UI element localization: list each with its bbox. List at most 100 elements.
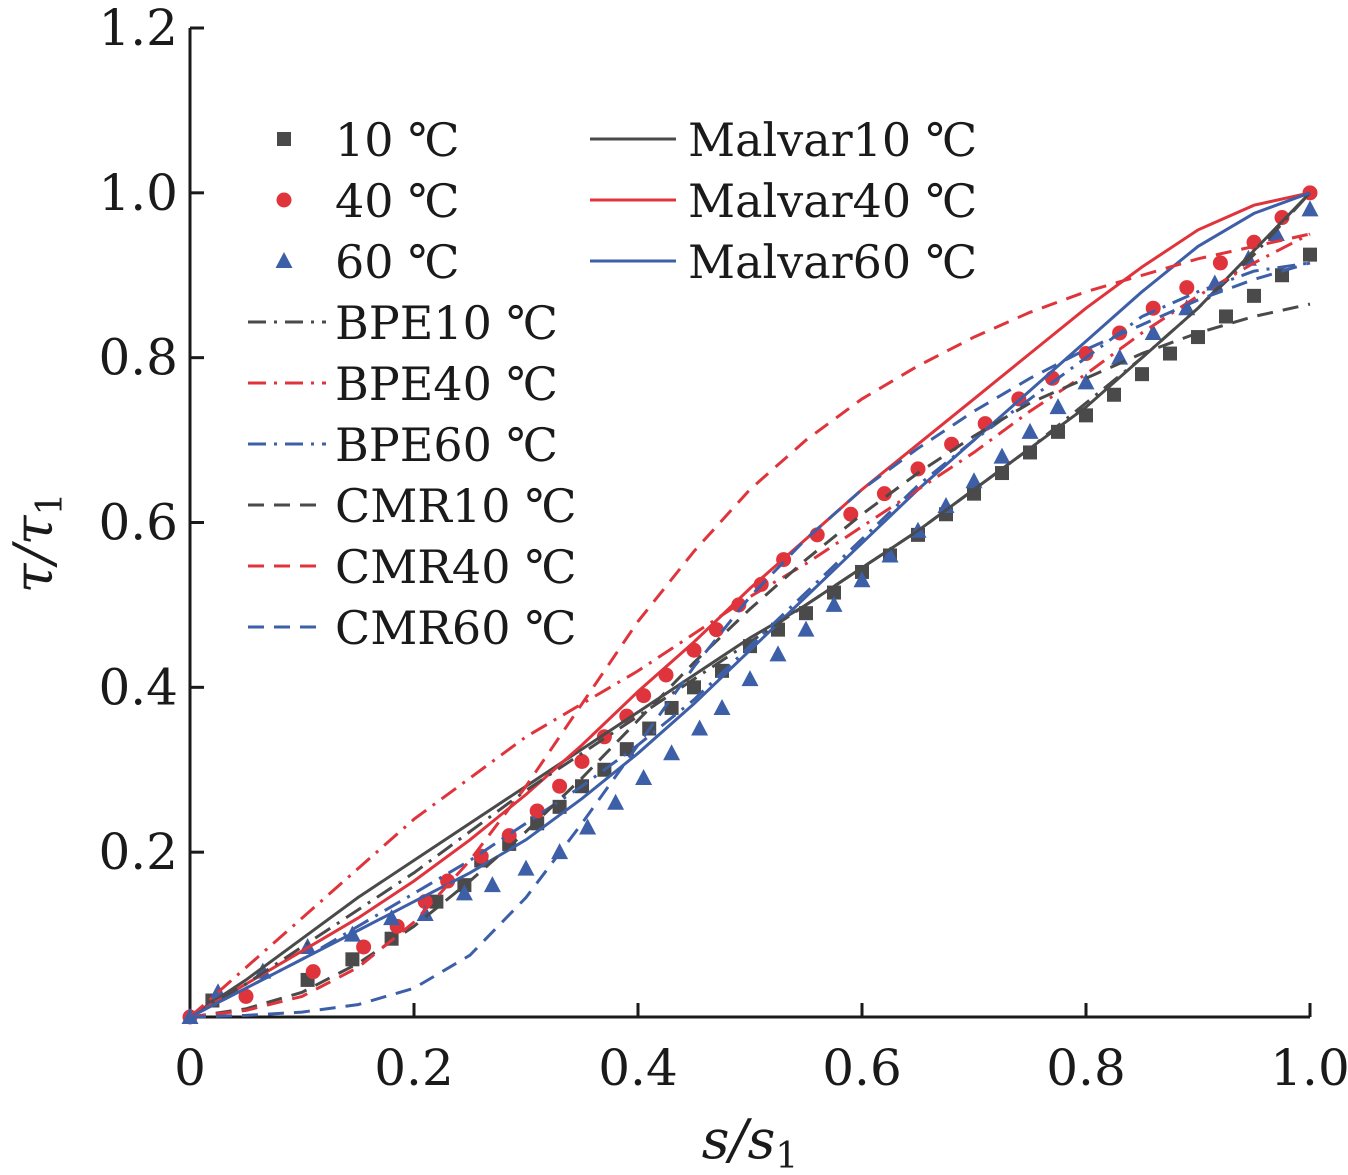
series-10-point <box>1247 288 1261 303</box>
x-tick-label: 0.4 <box>598 1039 678 1097</box>
series-40-point <box>876 486 892 502</box>
x-tick-label: 0.2 <box>374 1039 454 1097</box>
legend-entry: 40 ℃ <box>276 174 460 228</box>
y-tick-label: 0.4 <box>98 658 178 716</box>
series-40-point <box>356 939 372 955</box>
y-axis-title-main: τ/τ <box>2 514 65 593</box>
plot-area <box>181 185 1319 1025</box>
legend-entry: Malvar10 ℃ <box>590 113 977 167</box>
legend-label: Malvar60 ℃ <box>688 235 977 289</box>
legend-entry: Malvar40 ℃ <box>590 174 977 228</box>
series-10-point <box>799 606 813 621</box>
series-60-point <box>825 595 843 612</box>
series-60-point <box>881 546 899 563</box>
legend-marker <box>277 132 291 146</box>
legend-entry: Malvar60 ℃ <box>590 235 977 289</box>
series-60-point <box>741 670 759 687</box>
legend-entry: CMR10 ℃ <box>248 479 577 533</box>
series-60-point <box>713 698 731 715</box>
legend-label: CMR60 ℃ <box>335 601 577 655</box>
series-60-point <box>1267 225 1285 242</box>
series-bpe40-line <box>189 232 1311 1019</box>
series-10-point <box>429 894 444 909</box>
series-60-point <box>937 497 955 514</box>
series-cmr40-line <box>189 232 1311 1019</box>
y-tick-label: 0.6 <box>98 494 178 552</box>
series-40-point <box>843 506 859 522</box>
series-60-point <box>383 909 401 926</box>
series-40-point <box>1274 210 1290 226</box>
y-axis-title-sub: 1 <box>30 493 71 516</box>
legend-label: BPE60 ℃ <box>335 418 558 472</box>
series-60-point <box>607 793 625 810</box>
series-10-point <box>1219 309 1233 324</box>
series-60-point <box>579 818 597 835</box>
series-60-point <box>663 744 681 761</box>
x-axis-title-sub: 1 <box>775 1136 798 1175</box>
series-40-point <box>574 754 590 770</box>
legend-entry: BPE40 ℃ <box>248 357 558 411</box>
y-tick-label: 0.2 <box>98 823 178 881</box>
series-40-point <box>910 461 926 477</box>
series-10-point <box>619 742 634 757</box>
series-40-point <box>1212 255 1228 271</box>
series-10-point <box>1107 387 1121 402</box>
y-tick-label: 1.0 <box>98 164 178 222</box>
series-cmr10-line <box>189 302 1311 1019</box>
legend-label: 40 ℃ <box>335 174 460 228</box>
series-60-point <box>965 472 983 489</box>
series-bpe10-line <box>189 191 1312 1019</box>
legend-entry: 10 ℃ <box>277 113 460 167</box>
series-60-point <box>1144 323 1162 340</box>
series-10-point <box>1275 268 1289 283</box>
series-40-point <box>1078 346 1094 362</box>
x-tick-label: 0.6 <box>822 1039 902 1097</box>
series-60-point <box>455 884 473 901</box>
axes: 0 0.2 0.4 0.6 0.8 1.0 0.2 0.4 0.6 0.8 1.0 1.2 <box>98 0 1348 1097</box>
series-40-point <box>552 778 568 794</box>
series-40-point <box>305 964 321 980</box>
legend-marker <box>275 252 293 268</box>
series-40-point <box>1179 280 1195 296</box>
y-axis-title: τ/τ1 <box>2 493 71 594</box>
y-tick-label: 1.2 <box>98 0 178 57</box>
series-40-point <box>529 803 545 819</box>
series-10-point <box>1163 346 1177 361</box>
series-60-point <box>1021 422 1039 439</box>
series-bpe60-line <box>189 261 1311 1019</box>
legend-entry: CMR60 ℃ <box>248 601 577 655</box>
series-10-point <box>687 680 701 695</box>
series-60-point <box>853 571 871 588</box>
legend-label: CMR10 ℃ <box>335 479 577 533</box>
series-malvar60-line <box>189 191 1311 1019</box>
series-malvar10-line <box>189 191 1312 1019</box>
x-axis-title-main: s/s <box>702 1108 776 1171</box>
legend-label: 60 ℃ <box>335 235 460 289</box>
x-tick-label: 1.0 <box>1270 1039 1348 1097</box>
series-60-point <box>416 904 434 921</box>
legend-entry: BPE10 ℃ <box>248 296 558 350</box>
series-60-point <box>993 447 1011 464</box>
series-60-point <box>1077 373 1095 390</box>
series-60-point <box>635 768 653 785</box>
legend-marker <box>276 192 292 208</box>
x-axis-title: s/s1 <box>702 1108 799 1175</box>
series-10-point <box>1135 367 1149 382</box>
y-tick-label: 0.8 <box>98 329 178 387</box>
legend-label: Malvar10 ℃ <box>688 113 977 167</box>
legend-entry: 60 ℃ <box>275 235 460 289</box>
legend-entry: BPE60 ℃ <box>248 418 558 472</box>
legend-label: BPE10 ℃ <box>335 296 558 350</box>
x-tick-label: 0.8 <box>1046 1039 1126 1097</box>
legend-entry: CMR40 ℃ <box>248 540 577 594</box>
series-10-point <box>1191 330 1205 345</box>
series-10-point <box>1023 445 1037 460</box>
series-cmr60-line <box>189 261 1311 1019</box>
legend-label: CMR40 ℃ <box>335 540 577 594</box>
legend-label: BPE40 ℃ <box>335 357 558 411</box>
series-10-point <box>1079 408 1093 423</box>
series-60-point <box>517 859 535 876</box>
legend-label: Malvar40 ℃ <box>688 174 977 228</box>
series-10-point <box>345 952 360 967</box>
